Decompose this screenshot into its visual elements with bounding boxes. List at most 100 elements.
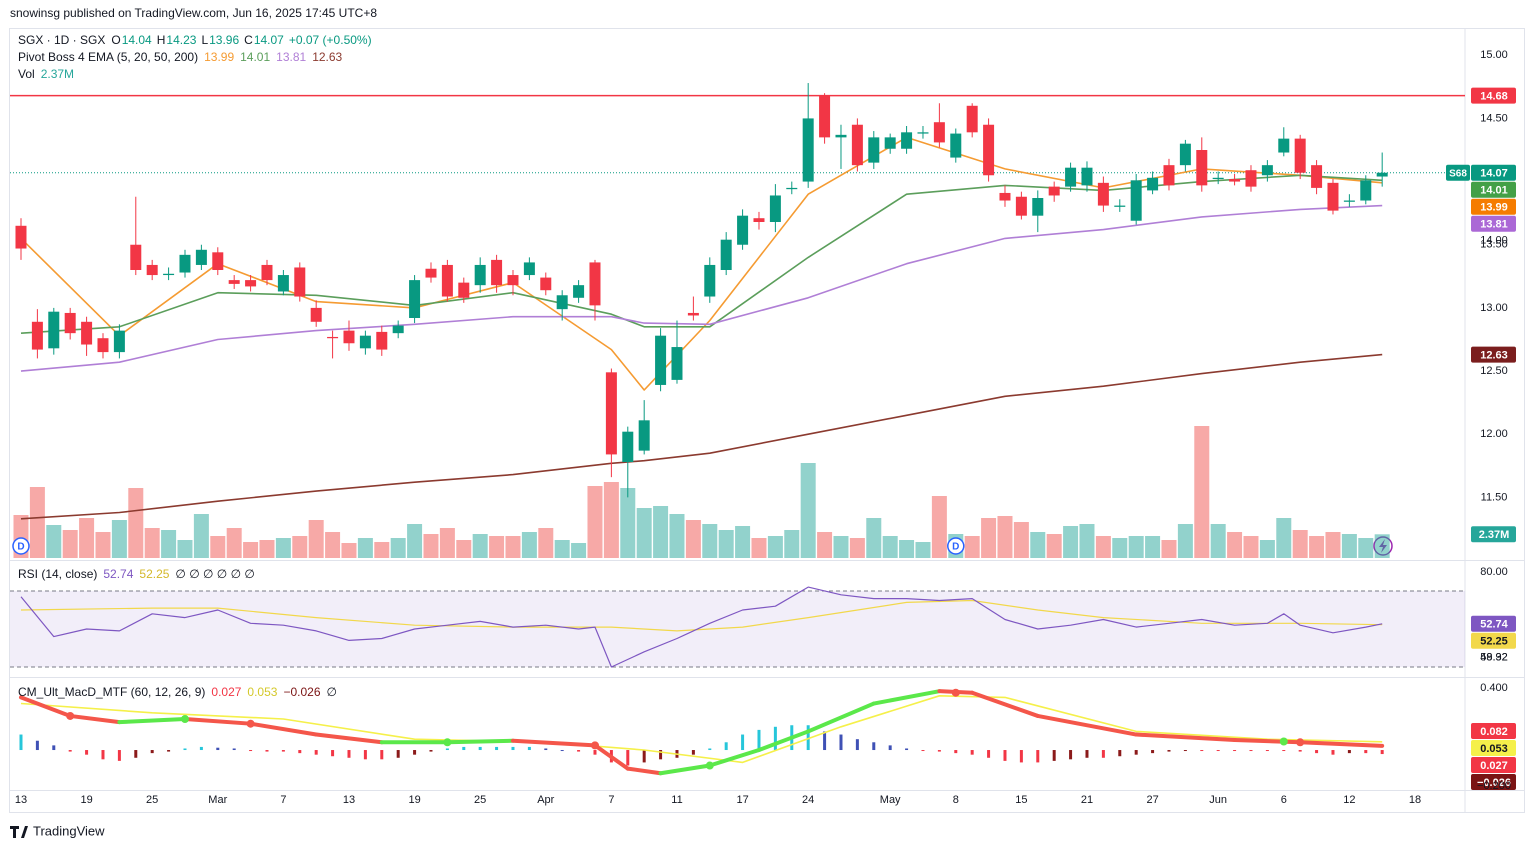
candle-body xyxy=(1360,180,1372,201)
price-badge xyxy=(1471,164,1516,181)
histogram-bar xyxy=(1151,750,1155,754)
candle-body xyxy=(753,218,765,222)
price-badge xyxy=(1471,198,1516,215)
candle-body xyxy=(146,264,158,276)
volume-bar xyxy=(833,536,849,558)
volume-bar xyxy=(571,543,587,558)
dividend-label: D xyxy=(952,542,959,553)
y-tick-label: 15.00 xyxy=(1480,49,1508,61)
volume-bar xyxy=(1128,536,1144,558)
y-tick-label: 14.50 xyxy=(1480,112,1508,124)
volume-bar xyxy=(308,520,324,558)
volume-bar xyxy=(341,543,357,558)
histogram-bar xyxy=(281,750,285,752)
histogram-bar xyxy=(347,750,351,758)
macd-line xyxy=(18,695,73,718)
candle-body xyxy=(1294,138,1306,173)
volume-bar xyxy=(636,508,652,558)
y-tick-label: 12.50 xyxy=(1480,365,1508,377)
volume-bar xyxy=(931,496,947,558)
volume-bar xyxy=(1292,530,1308,558)
candle-body xyxy=(868,137,880,163)
candle-body xyxy=(1327,182,1339,211)
candle-body xyxy=(1015,196,1027,216)
volume-bar xyxy=(210,536,226,558)
histogram-bar xyxy=(495,746,499,751)
histogram-bar xyxy=(872,742,876,751)
volume-bar xyxy=(1112,538,1128,558)
macd-value: 0.053 xyxy=(247,685,277,699)
histogram-bar xyxy=(970,750,974,755)
ema-value: 13.99 xyxy=(204,50,234,64)
volume-bar xyxy=(1358,538,1374,558)
rsi-empty: ∅ ∅ ∅ ∅ ∅ ∅ xyxy=(175,567,254,581)
volume-bar xyxy=(817,532,833,558)
publisher: snowinsg published on TradingView.com, J… xyxy=(10,6,377,20)
x-tick-label: 7 xyxy=(608,794,614,806)
volume-bar xyxy=(1374,534,1390,558)
histogram-bar xyxy=(298,750,302,754)
volume-bar xyxy=(653,506,669,558)
histogram-bar xyxy=(1380,750,1384,755)
volume-bar xyxy=(46,525,62,558)
histogram-bar xyxy=(642,750,646,763)
volume-bar xyxy=(1276,518,1292,558)
cross-dot xyxy=(951,688,960,697)
price-badge xyxy=(1471,615,1516,632)
price-badge xyxy=(1471,774,1516,790)
x-tick-label: 12 xyxy=(1343,794,1355,806)
histogram-bar xyxy=(1167,750,1171,752)
histogram-bar xyxy=(806,725,810,751)
dividend-marker xyxy=(947,537,965,555)
candle-body xyxy=(212,252,224,270)
macd-line xyxy=(592,743,630,771)
macd-line xyxy=(970,690,1040,718)
macd-line xyxy=(806,701,876,734)
candle-body xyxy=(245,280,257,287)
histogram-bar xyxy=(921,750,925,752)
y-tick-label: 80.00 xyxy=(1480,566,1508,578)
volume-bar xyxy=(800,463,816,558)
candle-body xyxy=(1114,205,1126,207)
x-tick-label: 21 xyxy=(1081,794,1093,806)
candle-body xyxy=(950,133,962,158)
histogram-bar xyxy=(757,729,761,751)
histogram-bar xyxy=(1265,750,1269,752)
y-tick-label: 59.92 xyxy=(1480,652,1508,664)
countdown-text: S68 xyxy=(1449,168,1467,179)
volume-bar xyxy=(751,538,767,558)
volume-bar xyxy=(1095,536,1111,558)
candle-body xyxy=(1179,143,1191,166)
volume-bar xyxy=(128,488,144,558)
candle-body xyxy=(523,262,535,276)
histogram-bar xyxy=(626,750,630,766)
x-tick-label: 13 xyxy=(343,794,355,806)
histogram-bar xyxy=(905,748,909,751)
volume-bar xyxy=(997,516,1013,558)
volume-bar xyxy=(964,536,980,558)
candle-body xyxy=(540,277,552,291)
price-badge xyxy=(1471,87,1516,104)
volume-bar xyxy=(521,532,537,558)
histogram-bar xyxy=(839,734,843,751)
volume-bar xyxy=(472,534,488,558)
histogram-bar xyxy=(1298,750,1302,752)
histogram-bar xyxy=(1315,750,1319,754)
volume-bar xyxy=(292,536,308,558)
histogram-bar xyxy=(1249,750,1253,752)
histogram-bar xyxy=(232,748,236,751)
x-tick-label: 6 xyxy=(1281,794,1287,806)
histogram-bar xyxy=(659,750,663,760)
histogram-bar xyxy=(823,731,827,751)
frame xyxy=(9,28,1525,813)
volume-bar xyxy=(1227,532,1243,558)
volume-bar xyxy=(79,518,95,558)
histogram-bar xyxy=(593,750,597,755)
ema-value: 12.63 xyxy=(312,50,342,64)
volume-bar xyxy=(489,536,505,558)
volume-bar xyxy=(603,482,619,558)
histogram-bar xyxy=(134,750,138,758)
x-tick-label: 11 xyxy=(671,794,682,806)
candle-body xyxy=(671,347,683,380)
volume-bar xyxy=(1309,536,1325,558)
